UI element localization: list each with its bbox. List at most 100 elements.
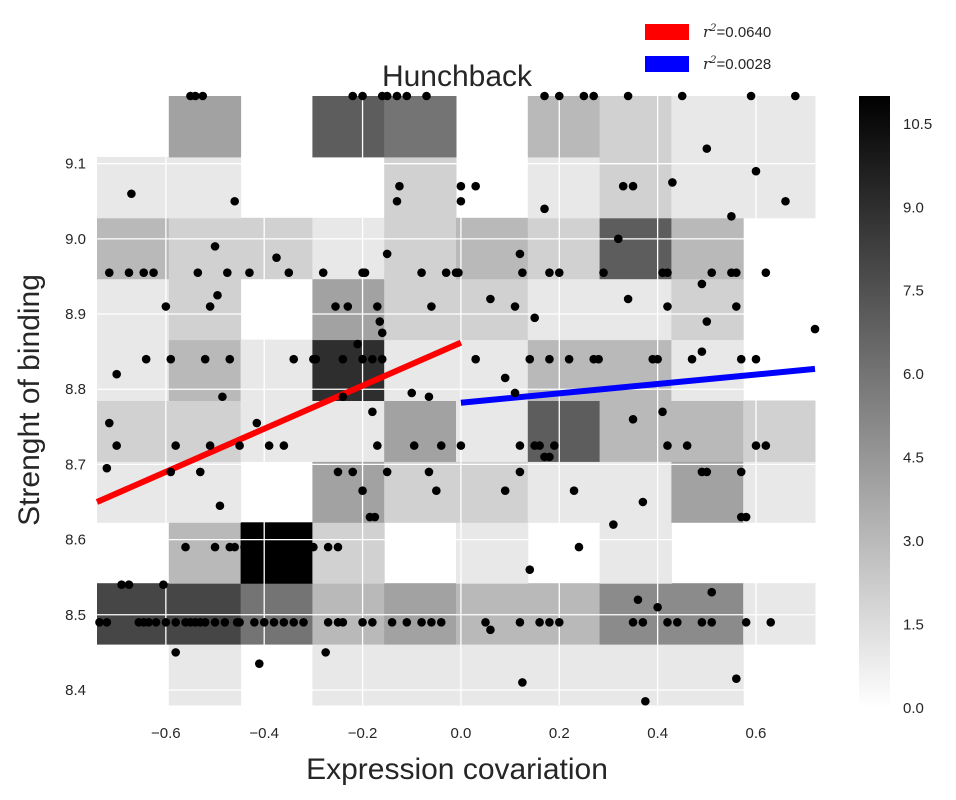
fit-lines bbox=[95, 339, 816, 505]
colorbar-tick-label: 3.0 bbox=[903, 533, 924, 550]
scatter-point bbox=[518, 678, 527, 687]
scatter-point bbox=[95, 617, 104, 627]
scatter-point bbox=[348, 91, 358, 101]
scatter-point bbox=[161, 302, 171, 311]
heatmap-cell bbox=[168, 461, 242, 523]
scatter-point bbox=[360, 268, 370, 277]
chart-title: Hunchback bbox=[382, 60, 533, 93]
scatter-point bbox=[407, 388, 417, 398]
scatter-point bbox=[456, 441, 466, 450]
scatter-point bbox=[697, 347, 707, 356]
heatmap-cell bbox=[97, 339, 170, 401]
scatter-point bbox=[387, 617, 397, 627]
y-axis-ticks: 8.4 8.5 8.6 8.7 8.8 8.9 9.0 9.1 bbox=[65, 156, 86, 699]
scatter-point bbox=[417, 617, 426, 627]
heatmap-cell bbox=[599, 339, 672, 401]
y-tick-label: 8.4 bbox=[65, 682, 86, 699]
scatter-point bbox=[628, 414, 638, 424]
scatter-point bbox=[323, 542, 333, 552]
scatter-point bbox=[409, 441, 419, 450]
legend-r-symbol: r bbox=[703, 55, 711, 73]
scatter-point bbox=[702, 467, 712, 477]
heatmap-cell bbox=[384, 400, 457, 462]
scatter-point bbox=[117, 580, 126, 590]
scatter-point bbox=[321, 648, 330, 657]
legend-value: =0.0640 bbox=[717, 24, 772, 41]
scatter-point bbox=[540, 204, 549, 214]
scatter-point bbox=[373, 441, 382, 450]
scatter-point bbox=[218, 392, 227, 402]
scatter-point bbox=[141, 354, 151, 364]
scatter-point bbox=[702, 144, 712, 153]
heatmap-cell bbox=[671, 644, 744, 706]
scatter-point bbox=[618, 181, 628, 191]
scatter-point bbox=[309, 542, 318, 552]
heatmap-cell bbox=[671, 400, 744, 462]
colorbar: 0.0 1.5 3.0 4.5 6.0 7.5 9.0 10.5 bbox=[859, 96, 932, 717]
heatmap-cell bbox=[527, 278, 601, 341]
scatter-point bbox=[545, 268, 554, 277]
scatter-point bbox=[331, 302, 340, 311]
heatmap-cell bbox=[97, 583, 170, 645]
scatter-point bbox=[392, 91, 402, 101]
scatter-point bbox=[515, 441, 525, 450]
scatter-point bbox=[269, 542, 279, 552]
scatter-point bbox=[191, 91, 200, 101]
heatmap-cell bbox=[168, 278, 242, 341]
scatter-point bbox=[530, 313, 539, 323]
heatmap-cell bbox=[671, 278, 744, 341]
scatter-point bbox=[682, 441, 692, 450]
scatter-point bbox=[245, 268, 254, 277]
scatter-point bbox=[422, 91, 431, 101]
heatmap-cell bbox=[743, 400, 816, 462]
scatter-point bbox=[323, 617, 333, 627]
scatter-point bbox=[245, 542, 254, 552]
scatter-point bbox=[353, 339, 362, 349]
scatter-point bbox=[259, 617, 269, 627]
scatter-point bbox=[210, 617, 220, 627]
plot-area bbox=[95, 91, 820, 706]
scatter-point bbox=[427, 617, 436, 627]
scatter-point bbox=[518, 268, 527, 277]
scatter-point bbox=[569, 486, 579, 496]
scatter-point bbox=[663, 441, 672, 450]
scatter-point bbox=[269, 617, 279, 627]
scatter-point bbox=[732, 268, 741, 277]
heatmap-cell bbox=[743, 583, 816, 645]
scatter-point bbox=[358, 354, 367, 364]
heatmap-cell bbox=[671, 156, 744, 219]
scatter-point bbox=[333, 542, 343, 552]
scatter-point bbox=[500, 373, 510, 383]
fit-line bbox=[95, 339, 463, 505]
scatter-point bbox=[402, 617, 412, 627]
legend-label: r2=0.0640 bbox=[703, 23, 771, 41]
scatter-point bbox=[707, 617, 717, 627]
y-tick-label: 8.7 bbox=[65, 456, 86, 473]
scatter-point bbox=[365, 512, 375, 522]
scatter-point bbox=[638, 497, 648, 507]
scatter-point bbox=[159, 580, 168, 590]
scatter-point bbox=[210, 542, 220, 552]
heatmap-cell bbox=[384, 461, 457, 523]
scatter-point bbox=[377, 354, 387, 364]
legend-swatch bbox=[645, 24, 689, 40]
legend-superscript: 2 bbox=[709, 55, 716, 66]
heatmap-cells bbox=[97, 96, 816, 706]
y-tick-label: 8.8 bbox=[65, 381, 86, 398]
heatmap-cell bbox=[384, 96, 457, 158]
heatmap-cell bbox=[97, 278, 170, 341]
scatter-point bbox=[318, 268, 328, 277]
heatmap-cell bbox=[743, 96, 816, 158]
heatmap-cell bbox=[527, 96, 601, 158]
scatter-point bbox=[663, 617, 672, 627]
colorbar-gradient bbox=[859, 96, 890, 708]
scatter-point bbox=[486, 294, 495, 304]
scatter-point bbox=[441, 268, 451, 277]
scatter-point bbox=[663, 302, 672, 311]
scatter-point bbox=[424, 392, 434, 402]
scatter-point bbox=[299, 617, 308, 627]
scatter-point bbox=[144, 617, 153, 627]
heatmap-cell bbox=[599, 217, 672, 280]
scatter-point bbox=[392, 196, 402, 206]
